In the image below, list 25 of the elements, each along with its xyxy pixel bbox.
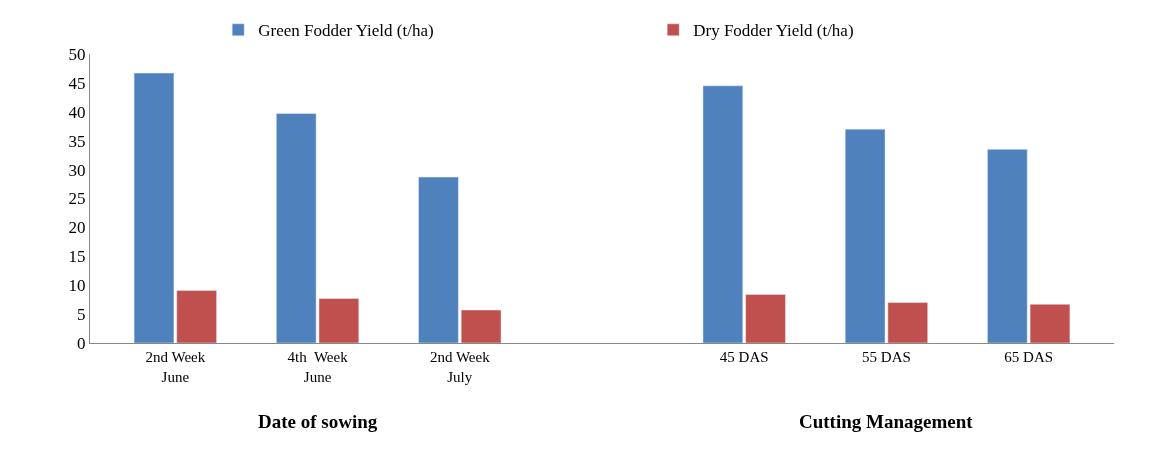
bar [418,176,459,343]
y-tick-label: 25 [68,189,86,209]
y-tick-label: 15 [68,247,86,267]
y-tick-label: 0 [77,333,86,353]
y-tick-label: 45 [68,73,86,93]
bar [460,309,502,343]
y-tick-label: 20 [68,218,86,238]
legend-label: Dry Fodder Yield (t/ha) [693,21,854,41]
text: Cutting Management [799,411,974,432]
y-tick-label: 50 [68,44,86,64]
bar [745,294,786,343]
x-tick-label: 45 DAS [719,349,769,365]
y-tick-label: 35 [68,131,86,151]
y-tick-label: 10 [68,276,86,296]
y-tick-label: 40 [68,102,86,122]
y-tick-label: 30 [68,160,86,180]
text: Date of sowing [258,411,378,432]
x-tick-label: 2nd Week June [145,349,206,385]
bar [702,85,744,343]
x-tick-label: 4th Week June [287,349,349,385]
legend-label: Green Fodder Yield (t/ha) [258,21,434,41]
x-tick-label: 65 DAS [1004,349,1054,365]
x-tick-label: 2nd Week July [429,349,491,385]
x-tick-label: 55 DAS [862,349,911,365]
y-tick-label: 5 [77,305,86,325]
